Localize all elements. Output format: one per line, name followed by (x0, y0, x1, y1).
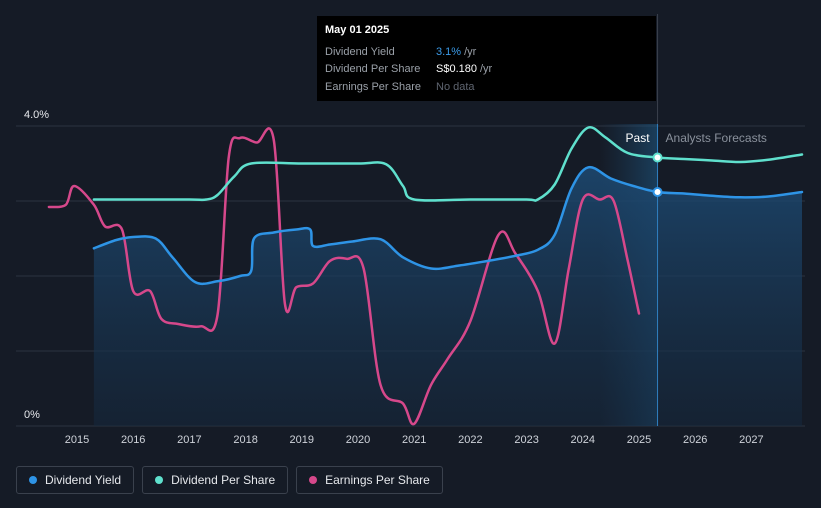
x-tick-label: 2019 (290, 434, 314, 446)
tooltip-date: May 01 2025 (325, 24, 390, 36)
forecast-marker-dividend-per-share (652, 152, 663, 163)
y-tick-label: 4.0% (24, 109, 49, 121)
tooltip-unit: /yr (479, 63, 493, 76)
tooltip-label: Earnings Per Share (325, 80, 421, 93)
past-label: Past (626, 131, 651, 145)
tooltip-row-dividend-per-share: Dividend Per Share S$0.180 /yr (325, 61, 648, 79)
tooltip-value: S$0.180 (436, 63, 477, 76)
x-tick-label: 2021 (402, 434, 426, 446)
x-tick-label: 2023 (514, 434, 538, 446)
x-axis: 2015 2016 2017 2018 2019 2020 2021 2022 2023 2024… (65, 434, 764, 446)
legend-label: Dividend Per Share (171, 473, 276, 487)
legend-label: Dividend Yield (45, 473, 122, 487)
tooltip-value: No data (436, 80, 475, 93)
y-tick-label: 0% (24, 409, 40, 421)
chart-tooltip: May 01 2025 Dividend Yield 3.1% /yr Divi… (317, 16, 656, 101)
series-line-dividend-per-share (92, 125, 804, 202)
x-tick-label: 2020 (346, 434, 370, 446)
legend-item-dividend-per-share[interactable]: Dividend Per Share (142, 466, 289, 494)
tooltip-row-earnings-per-share: Earnings Per Share No data (325, 78, 648, 96)
x-tick-label: 2017 (177, 434, 201, 446)
tooltip-unit: /yr (464, 45, 477, 58)
tooltip-value: 3.1% (436, 45, 462, 58)
series-line-earnings-per-share (47, 127, 641, 426)
x-tick-label: 2024 (571, 434, 595, 446)
legend-dot-icon (29, 476, 37, 484)
x-tick-label: 2015 (65, 434, 89, 446)
x-tick-label: 2022 (458, 434, 482, 446)
x-tick-label: 2018 (233, 434, 257, 446)
legend-item-dividend-yield[interactable]: Dividend Yield (16, 466, 135, 494)
legend-dot-icon (309, 476, 318, 484)
x-tick-label: 2025 (627, 434, 651, 446)
x-tick-label: 2026 (683, 434, 707, 446)
legend-label: Earnings Per Share (325, 473, 430, 487)
forecast-label: Analysts Forecasts (666, 131, 767, 145)
tooltip-row-dividend-yield: Dividend Yield 3.1% /yr (325, 43, 648, 61)
legend-item-earnings-per-share[interactable]: Earnings Per Share (296, 466, 443, 494)
tooltip-label: Dividend Per Share (325, 63, 421, 76)
chart-legend: Dividend Yield Dividend Per Share Earnin… (16, 466, 443, 494)
x-tick-label: 2016 (121, 434, 145, 446)
legend-dot-icon (155, 476, 164, 484)
forecast-marker-dividend-yield (652, 187, 663, 197)
tooltip-label: Dividend Yield (325, 45, 395, 58)
series-line-dividend-yield (92, 165, 804, 286)
dividend-yield-area (93, 167, 803, 426)
x-tick-label: 2027 (739, 434, 763, 446)
